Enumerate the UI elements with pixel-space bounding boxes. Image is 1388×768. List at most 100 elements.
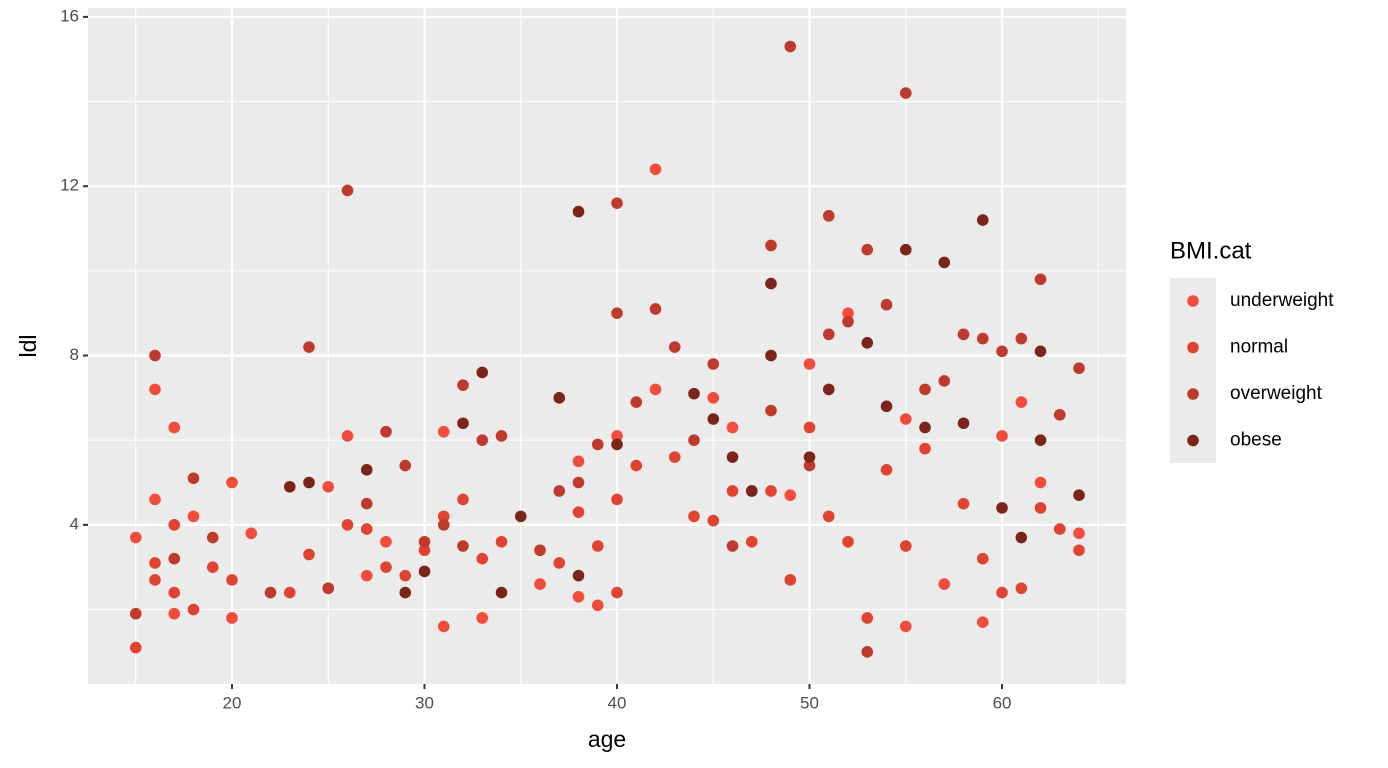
point [341, 519, 354, 531]
point [668, 451, 681, 463]
point [591, 438, 604, 451]
point [976, 616, 989, 628]
point [226, 612, 238, 624]
point [880, 464, 893, 476]
point [283, 480, 296, 493]
point [688, 510, 700, 523]
point [187, 510, 200, 523]
point [168, 519, 181, 531]
point [1073, 489, 1085, 502]
point [1015, 332, 1028, 345]
point [707, 413, 720, 425]
point [707, 358, 720, 370]
point [129, 531, 142, 544]
point [822, 328, 835, 341]
point [572, 591, 585, 603]
point [803, 451, 816, 463]
point [957, 417, 970, 430]
point [861, 337, 874, 349]
point [765, 277, 777, 290]
point [1073, 527, 1085, 540]
point [726, 540, 739, 552]
x-axis-title: age [588, 726, 626, 752]
point [822, 210, 835, 222]
point [206, 561, 219, 573]
point [1034, 502, 1047, 514]
point [919, 442, 931, 455]
point [399, 586, 412, 599]
point [380, 561, 392, 573]
point [399, 459, 412, 472]
point [553, 557, 566, 569]
point [611, 586, 623, 599]
point [668, 341, 681, 353]
panel [88, 8, 1126, 684]
point [899, 620, 912, 633]
point [611, 493, 623, 506]
point [899, 87, 912, 99]
point [418, 565, 431, 578]
point [149, 557, 161, 569]
point [168, 586, 181, 599]
legend-title: BMI.cat [1170, 237, 1252, 264]
point [303, 476, 315, 489]
point [611, 197, 623, 209]
point [495, 586, 508, 599]
point [649, 163, 662, 176]
point [707, 392, 720, 404]
point [957, 328, 970, 341]
point [457, 540, 469, 552]
point [803, 421, 816, 434]
point [495, 430, 508, 442]
point [765, 239, 777, 252]
point [534, 578, 546, 590]
point [1034, 434, 1047, 446]
point [803, 358, 816, 370]
point [919, 383, 931, 396]
point [784, 40, 797, 53]
point [380, 425, 392, 438]
point [1015, 396, 1028, 408]
point [765, 485, 777, 497]
x-tick-label: 30 [415, 693, 434, 712]
point [861, 646, 874, 658]
point [149, 349, 161, 362]
legend-key [1187, 295, 1199, 307]
point [476, 366, 489, 379]
point [861, 612, 874, 624]
point [976, 332, 989, 345]
point [842, 315, 854, 328]
point [303, 341, 315, 353]
point [649, 303, 662, 315]
legend-label: obese [1230, 430, 1282, 451]
x-tick-label: 50 [800, 693, 819, 712]
point [996, 345, 1008, 358]
x-tick-label: 20 [223, 693, 242, 712]
y-tick-label: 4 [70, 514, 79, 533]
point [842, 535, 854, 548]
point [322, 480, 335, 493]
point [880, 298, 893, 311]
point [1053, 523, 1066, 535]
point [303, 548, 315, 561]
point [803, 459, 816, 472]
point [765, 404, 777, 417]
point [168, 607, 181, 620]
point [707, 514, 720, 527]
point [322, 582, 335, 595]
y-tick-label: 16 [60, 6, 79, 25]
point [226, 476, 238, 489]
point [630, 396, 643, 408]
point [264, 586, 277, 599]
point [418, 535, 431, 548]
point [360, 497, 373, 510]
x-tick-label: 60 [993, 693, 1012, 712]
point [129, 641, 142, 654]
point [996, 502, 1008, 514]
y-tick-label: 8 [70, 345, 79, 364]
point [572, 569, 585, 582]
point [726, 485, 739, 497]
point [938, 578, 951, 590]
point [726, 451, 739, 463]
point [457, 493, 469, 506]
